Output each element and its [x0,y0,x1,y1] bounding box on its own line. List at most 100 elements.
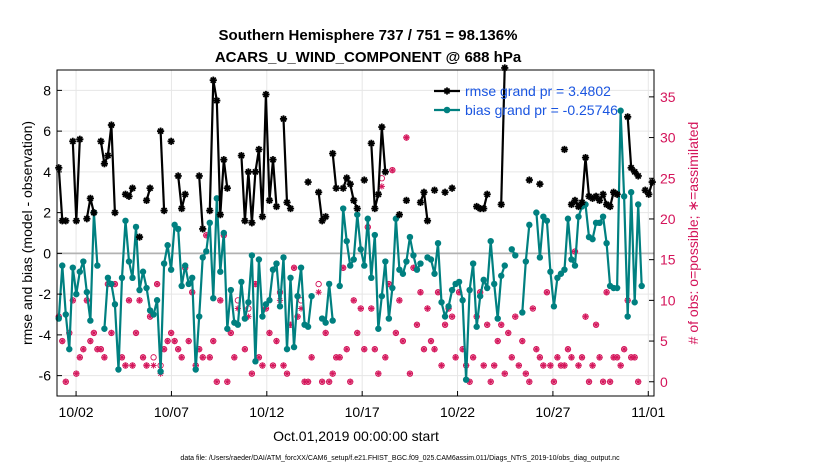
x-tick-label: 10/07 [154,404,189,420]
rmse-point [378,123,386,131]
rmse-point-stroke [181,191,189,198]
rmse-point-stroke [129,184,136,192]
bias-point [325,280,333,288]
obs-assimilated-marker-stroke [389,167,395,173]
obs-assimilated-marker-stroke [579,354,585,360]
obs-assimilated-marker-stroke [586,379,592,385]
rmse-point-stroke [76,136,84,143]
obs-assimilated-marker-stroke [151,362,157,369]
obs-assimilated-marker-stroke [544,289,550,295]
obs-assimilated-marker [519,337,526,345]
obs-assimilated-marker [568,354,575,361]
rmse-point [595,196,604,204]
rmse-point [269,156,277,164]
bias-point [399,270,407,277]
obs-assimilated-marker-stroke [291,265,297,271]
rmse-point [525,176,533,184]
obs-assimilated-marker-stroke [424,305,431,312]
obs-assimilated-marker-stroke [108,330,114,336]
right-y-tick-labels: 0 5 10 15 20 25 30 35 [660,89,676,390]
obs-assimilated-marker [484,321,491,328]
rmse-point-stroke [645,191,652,198]
rmse-point [599,190,607,198]
bias-point [347,262,354,269]
rmse-series [55,64,656,241]
rmse-point [76,135,84,143]
bias-point [561,266,568,273]
bias-point [550,303,558,310]
rmse-point-stroke [73,217,80,224]
rmse-point-stroke [220,156,227,163]
obs-assimilated-marker-stroke [347,379,353,385]
bias-point [224,325,231,332]
rmse-point [142,196,151,204]
rmse-point [416,198,425,207]
obs-assimilated-marker [217,297,224,304]
obs-assimilated-marker [319,378,326,385]
rmse-point-stroke [245,168,252,176]
obs-assimilated-marker-stroke [179,354,185,360]
obs-assimilated-marker-stroke [224,379,230,385]
obs-assimilated-marker [617,362,624,369]
bias-point [297,264,305,271]
bias-point [276,303,284,310]
bias-point [417,260,424,267]
obs-assimilated-marker-stroke [344,346,350,352]
bias-point [596,219,603,227]
rmse-point [104,151,112,160]
obs-assimilated-marker [357,305,364,312]
bias-point [445,303,452,310]
bias-point [543,217,551,224]
bias-point [150,311,157,318]
rmse-point-stroke [571,197,579,204]
obs-assimilated-marker [185,337,192,345]
rmse-point-stroke [347,180,354,188]
bias-point [153,297,161,304]
bias-point [522,258,530,265]
rmse-point [371,204,379,213]
rmse-point-stroke [259,213,266,220]
rmse-point [107,121,116,129]
bias-point [406,233,414,241]
bias-point [167,266,175,273]
obs-assimilated-marker-stroke [154,281,160,287]
bias-point [564,215,572,222]
rmse-point [578,198,586,207]
obs-assimilated-marker-stroke [470,354,476,360]
rmse-point-stroke [599,191,607,198]
rmse-point-stroke [122,191,129,198]
rmse-point [581,154,590,162]
rmse-point-stroke [269,156,277,163]
obs-assimilated-marker [269,362,277,369]
obs-assimilated-marker-stroke [407,371,413,377]
bias-point [364,215,371,222]
obs-assimilated-marker-stroke [621,346,627,352]
obs-assimilated-marker-stroke [337,354,343,360]
obs-assimilated-marker [97,346,104,353]
rmse-point-stroke [87,195,94,202]
obs-assimilated-marker [199,354,206,361]
rmse-point-stroke [108,121,115,129]
obs-assimilated-marker [59,337,66,345]
rmse-point [181,190,189,198]
rmse-point [360,176,368,184]
rmse-line-segment [500,67,506,205]
obs-assimilated-marker-stroke [361,346,367,352]
rmse-point-stroke [136,233,143,241]
bias-point [547,268,554,275]
obs-assimilated-marker-stroke [632,354,638,360]
obs-assimilated-marker-stroke [547,362,553,369]
bias-point [441,313,449,320]
obs-assimilated-marker-stroke [414,322,420,328]
obs-assimilated-marker [273,337,280,345]
obs-assimilated-marker-stroke [210,338,216,344]
obs-assimilated-marker [371,346,378,353]
rmse-point-stroke [561,146,568,153]
obs-assimilated-marker [164,337,171,345]
obs-assimilated-marker-stroke [530,305,536,312]
bias-point [143,284,150,292]
rmse-point [423,217,432,225]
rmse-point-stroke [498,201,505,208]
x-tick-label: 10/02 [59,404,94,420]
rmse-point [97,137,105,145]
